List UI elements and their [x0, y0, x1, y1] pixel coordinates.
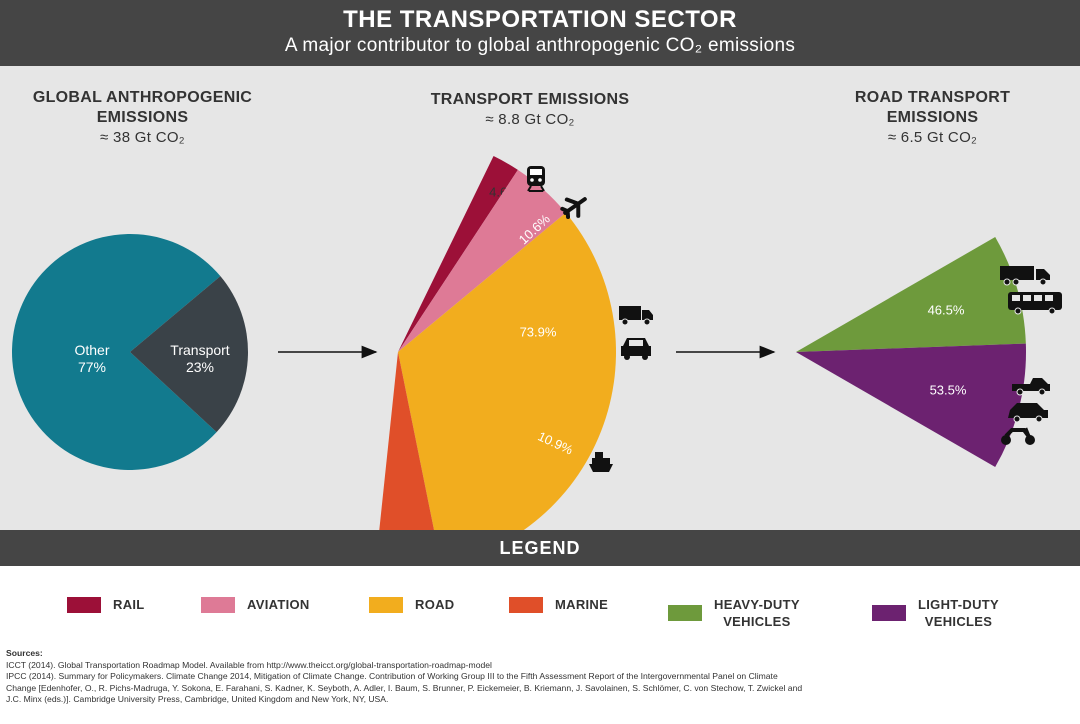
- legend-label: RAIL: [113, 597, 145, 612]
- legend-item-road: ROAD: [369, 596, 454, 613]
- legend-item-aviation: AVIATION: [201, 596, 310, 613]
- car-icon: [621, 338, 651, 360]
- header-banner: THE TRANSPORTATION SECTOR A major contri…: [0, 0, 1080, 66]
- car-icon: [1008, 403, 1048, 423]
- legend-item-heavy-duty: HEAVY-DUTY VEHICLES: [668, 596, 800, 630]
- panel-title-line: ROAD TRANSPORT: [854, 89, 1011, 106]
- pie-slice-heavy-duty-vehicles: [796, 237, 1026, 352]
- legend-label: LIGHT-DUTY VEHICLES: [918, 597, 999, 629]
- legend-swatch: [872, 605, 906, 621]
- legend-label: AVIATION: [247, 597, 310, 612]
- legend-header: LEGEND: [0, 530, 1080, 566]
- pie-slice-rail: [398, 156, 518, 352]
- pie-slice-other: [11, 233, 221, 470]
- pickup-icon: [1012, 378, 1050, 396]
- pie-slice-light-duty-vehicles: [796, 343, 1027, 467]
- panel-title-line: EMISSIONS: [96, 109, 189, 126]
- panel-total: ≈ 38 Gt CO₂: [100, 129, 185, 146]
- legend-item-light-duty: LIGHT-DUTY VEHICLES: [872, 596, 999, 630]
- sources-note: Sources: ICCT (2014). Global Transportat…: [6, 648, 1072, 706]
- legend-label: HEAVY-DUTY VEHICLES: [714, 597, 800, 629]
- pie-slice-transport: [130, 276, 248, 433]
- pie-label-road: 73.9%: [520, 324, 557, 339]
- ship-icon: [589, 452, 613, 472]
- sources-heading: Sources:: [6, 648, 43, 658]
- truck-icon: [619, 306, 653, 326]
- panel-total: ≈ 6.5 Gt CO₂: [887, 129, 978, 146]
- legend-swatch: [668, 605, 702, 621]
- legend-swatch: [67, 596, 101, 613]
- page-title: THE TRANSPORTATION SECTOR: [343, 6, 737, 33]
- panel-title-line: EMISSIONS: [886, 109, 979, 126]
- pie-label-light-duty-vehicles: 53.5%: [930, 382, 967, 397]
- train-icon: [527, 166, 545, 192]
- source-line: Change [Edenhofer, O., R. Pichs-Madruga,…: [6, 682, 803, 693]
- pie-label-other: Other 77%: [74, 342, 109, 375]
- pie-global: Other 77% Transport 23%: [11, 233, 248, 470]
- pie-road: 46.5% 53.5%: [796, 237, 1027, 467]
- scooter-icon: [1001, 427, 1035, 445]
- source-line: ICCT (2014). Global Transportation Roadm…: [6, 659, 492, 670]
- truck-icon: [1000, 266, 1050, 286]
- legend-swatch: [369, 596, 403, 613]
- pie-transport: 4.6%10.6%73.9%10.9%: [379, 156, 616, 530]
- airplane-icon: [560, 197, 587, 219]
- legend-swatch: [509, 596, 543, 613]
- pie-slice-aviation: [398, 169, 566, 352]
- panel-title-road: ROAD TRANSPORT EMISSIONS ≈ 6.5 Gt CO₂: [800, 88, 1065, 148]
- bus-icon: [1008, 292, 1062, 315]
- source-line: J.C. Minx (eds.)]. Cambridge University …: [6, 694, 389, 704]
- legend-item-rail: RAIL: [67, 596, 145, 613]
- pie-slice-road: [398, 212, 616, 530]
- page-subtitle: A major contributor to global anthropoge…: [284, 35, 796, 56]
- legend: RAIL AVIATION ROAD MARINE HEAVY-DUTY VEHI…: [0, 566, 1080, 646]
- panel-title-transport: TRANSPORT EMISSIONS ≈ 8.8 Gt CO₂: [395, 90, 665, 130]
- panel-title-line: TRANSPORT EMISSIONS: [430, 91, 630, 108]
- panel-title-global: GLOBAL ANTHROPOGENIC EMISSIONS ≈ 38 Gt C…: [0, 88, 285, 148]
- legend-item-marine: MARINE: [509, 596, 608, 613]
- pie-slice-marine: [379, 352, 435, 530]
- pie-label-transport: Transport 23%: [170, 342, 230, 375]
- legend-label: MARINE: [555, 597, 609, 612]
- panel-title-line: GLOBAL ANTHROPOGENIC: [32, 89, 253, 106]
- legend-swatch: [201, 596, 235, 613]
- pie-label-heavy-duty-vehicles: 46.5%: [928, 302, 965, 317]
- legend-label: ROAD: [415, 597, 455, 612]
- source-line: IPCC (2014). Summary for Policymakers. C…: [6, 671, 778, 681]
- panel-total: ≈ 8.8 Gt CO₂: [485, 111, 575, 128]
